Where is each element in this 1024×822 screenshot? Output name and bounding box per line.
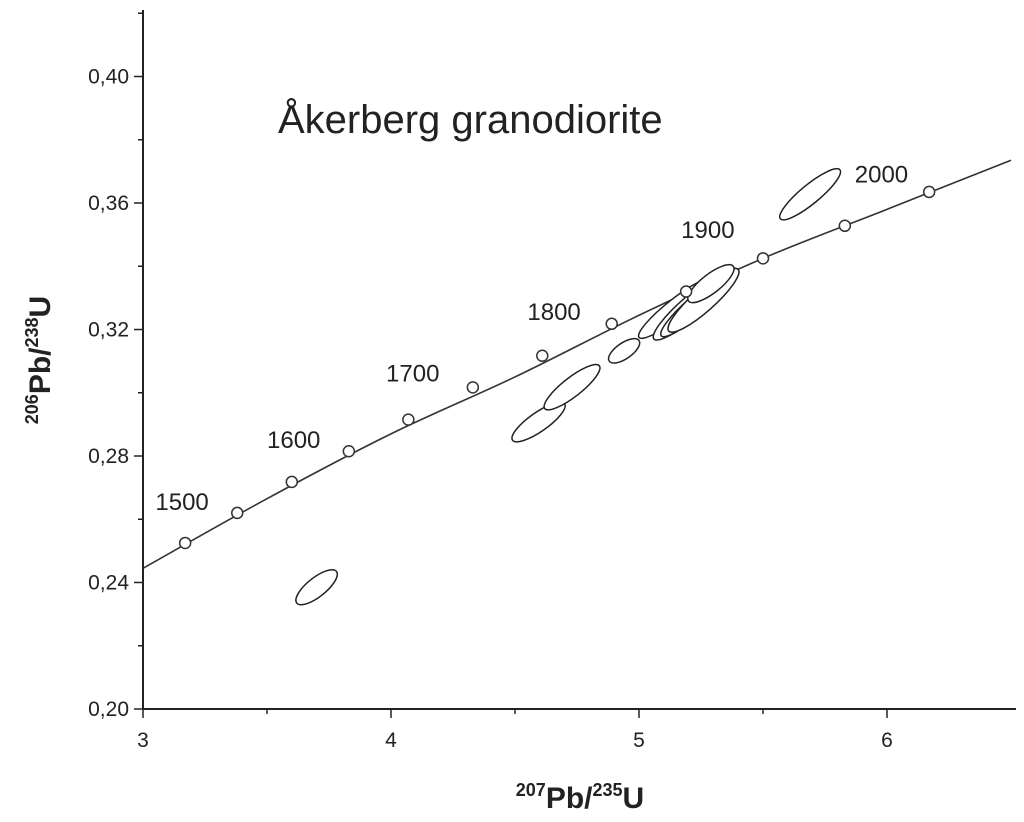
error-ellipse-3 xyxy=(543,363,601,411)
y-tick-label-0,40: 0,40 xyxy=(88,66,129,89)
error-ellipse-1 xyxy=(295,569,339,606)
axis-ticks xyxy=(134,12,888,718)
y-tick-label-0,32: 0,32 xyxy=(88,319,129,342)
y-tick-label-0,24: 0,24 xyxy=(88,572,129,595)
age-marker-11 xyxy=(838,219,852,233)
age-marker-5 xyxy=(402,413,415,426)
x-tick-label-4: 4 xyxy=(385,729,397,752)
age-marker-2 xyxy=(230,506,244,520)
age-marker-12 xyxy=(922,185,936,199)
y-tick-label-0,20: 0,20 xyxy=(88,698,129,721)
chart-title: Åkerberg granodiorite xyxy=(278,97,663,142)
age-label-1800: 1800 xyxy=(527,299,580,326)
x-tick-label-3: 3 xyxy=(137,729,149,752)
concordia-age-markers xyxy=(178,185,936,550)
y-tick-label-0,28: 0,28 xyxy=(88,445,129,468)
x-tick-label-6: 6 xyxy=(881,729,893,752)
plot-frame xyxy=(142,10,1016,710)
concordia-age-labels: 1500 1600 1700 1800 1900 2000 xyxy=(155,161,908,515)
age-marker-4 xyxy=(342,445,356,458)
age-label-1500: 1500 xyxy=(155,489,208,516)
error-ellipse-10 xyxy=(779,167,842,221)
x-tick-label-5: 5 xyxy=(633,729,645,752)
error-ellipse-4 xyxy=(607,337,641,364)
age-marker-7 xyxy=(536,349,549,362)
age-marker-6 xyxy=(466,381,480,394)
age-label-1700: 1700 xyxy=(386,361,439,388)
x-axis-title: 207Pb/235U xyxy=(516,780,644,815)
age-label-1600: 1600 xyxy=(267,427,320,454)
age-marker-8 xyxy=(605,317,618,331)
y-axis-title: 206Pb/238U xyxy=(22,296,57,424)
age-marker-9 xyxy=(679,285,693,298)
age-label-1900: 1900 xyxy=(681,217,734,244)
age-marker-10 xyxy=(756,252,770,265)
error-ellipse-9 xyxy=(687,263,735,304)
concordia-curve xyxy=(142,159,1012,569)
axis-tick-labels: 3 4 5 6 0,20 0,24 0,28 0,32 0,36 0,40 xyxy=(88,66,893,753)
y-tick-label-0,36: 0,36 xyxy=(88,192,129,215)
error-ellipses xyxy=(295,167,842,606)
age-marker-1 xyxy=(178,536,192,550)
age-marker-3 xyxy=(285,475,299,489)
age-label-2000: 2000 xyxy=(855,161,908,188)
